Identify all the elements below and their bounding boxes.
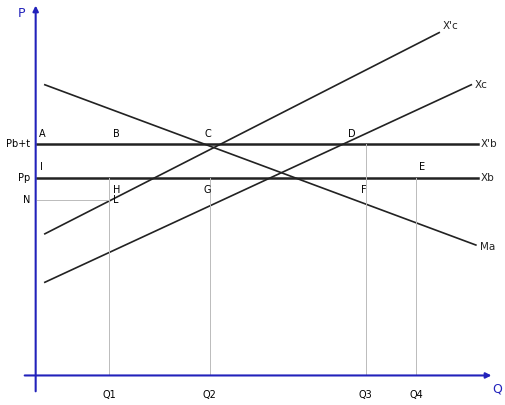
Text: L: L <box>113 195 118 205</box>
Text: Q2: Q2 <box>203 390 217 400</box>
Text: Q4: Q4 <box>410 390 423 400</box>
Text: Pb+t: Pb+t <box>6 139 30 149</box>
Text: I: I <box>40 162 42 173</box>
Text: Q: Q <box>492 382 502 395</box>
Text: A: A <box>39 129 46 139</box>
Text: B: B <box>113 129 120 139</box>
Text: Q1: Q1 <box>102 390 116 400</box>
Text: E: E <box>419 162 425 173</box>
Text: Ma: Ma <box>480 242 495 252</box>
Text: G: G <box>204 185 212 195</box>
Text: Pp: Pp <box>18 173 30 183</box>
Text: Xc: Xc <box>475 80 488 90</box>
Text: C: C <box>204 129 211 139</box>
Text: F: F <box>361 185 366 195</box>
Text: P: P <box>18 6 26 19</box>
Text: X'c: X'c <box>443 21 459 31</box>
Text: H: H <box>113 185 120 195</box>
Text: D: D <box>348 129 356 139</box>
Text: N: N <box>23 195 30 205</box>
Text: X'b: X'b <box>480 139 497 149</box>
Text: Xb: Xb <box>480 173 494 183</box>
Text: Q3: Q3 <box>359 390 373 400</box>
